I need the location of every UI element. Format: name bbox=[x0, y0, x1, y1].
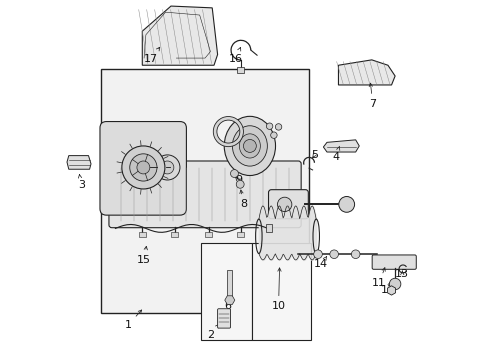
Text: 17: 17 bbox=[144, 47, 160, 64]
Text: 10: 10 bbox=[271, 268, 285, 311]
Text: 13: 13 bbox=[394, 269, 408, 279]
Polygon shape bbox=[323, 140, 359, 152]
Bar bbox=[237, 232, 244, 237]
Text: 6: 6 bbox=[224, 297, 230, 311]
Polygon shape bbox=[338, 60, 394, 85]
Circle shape bbox=[338, 197, 354, 212]
Text: 5: 5 bbox=[310, 150, 317, 160]
Circle shape bbox=[351, 250, 359, 258]
FancyBboxPatch shape bbox=[217, 309, 230, 328]
Ellipse shape bbox=[232, 126, 267, 166]
Bar bbox=[101, 69, 308, 313]
Bar bbox=[171, 232, 178, 237]
Circle shape bbox=[137, 161, 149, 174]
Bar bbox=[227, 270, 231, 297]
Text: 14: 14 bbox=[313, 256, 327, 269]
FancyBboxPatch shape bbox=[100, 122, 186, 215]
Circle shape bbox=[230, 170, 238, 177]
Bar bbox=[265, 224, 272, 232]
Polygon shape bbox=[386, 286, 395, 295]
Text: 16: 16 bbox=[228, 48, 242, 64]
Text: 2: 2 bbox=[206, 324, 219, 340]
Circle shape bbox=[313, 250, 322, 258]
Bar bbox=[204, 232, 212, 237]
Polygon shape bbox=[67, 156, 91, 169]
Text: 12: 12 bbox=[380, 282, 394, 296]
Circle shape bbox=[236, 180, 244, 188]
Circle shape bbox=[161, 161, 174, 174]
Bar bbox=[237, 67, 244, 73]
Circle shape bbox=[329, 250, 338, 258]
Text: 9: 9 bbox=[234, 175, 242, 185]
Circle shape bbox=[155, 155, 180, 180]
Text: 11: 11 bbox=[371, 268, 385, 288]
Circle shape bbox=[270, 132, 277, 138]
Bar bbox=[201, 243, 251, 339]
Circle shape bbox=[266, 123, 272, 130]
Text: 3: 3 bbox=[78, 175, 84, 190]
Ellipse shape bbox=[224, 116, 275, 176]
Bar bbox=[139, 232, 145, 237]
FancyBboxPatch shape bbox=[371, 255, 415, 269]
Text: 8: 8 bbox=[239, 190, 246, 210]
FancyBboxPatch shape bbox=[109, 161, 301, 228]
Polygon shape bbox=[142, 6, 217, 65]
Circle shape bbox=[243, 139, 256, 152]
Text: 15: 15 bbox=[137, 246, 151, 265]
Circle shape bbox=[277, 197, 291, 212]
FancyBboxPatch shape bbox=[268, 190, 308, 219]
Text: 1: 1 bbox=[124, 310, 142, 330]
Bar bbox=[251, 243, 310, 339]
Polygon shape bbox=[224, 296, 234, 305]
Circle shape bbox=[388, 278, 400, 290]
Circle shape bbox=[122, 146, 164, 189]
Text: 4: 4 bbox=[332, 146, 339, 162]
Circle shape bbox=[129, 154, 157, 181]
Text: 7: 7 bbox=[368, 83, 376, 109]
Ellipse shape bbox=[239, 134, 260, 158]
Circle shape bbox=[275, 124, 281, 130]
